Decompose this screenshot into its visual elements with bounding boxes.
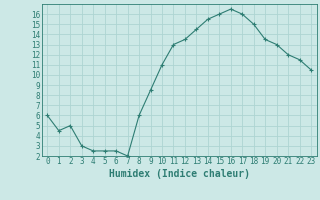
X-axis label: Humidex (Indice chaleur): Humidex (Indice chaleur): [109, 169, 250, 179]
